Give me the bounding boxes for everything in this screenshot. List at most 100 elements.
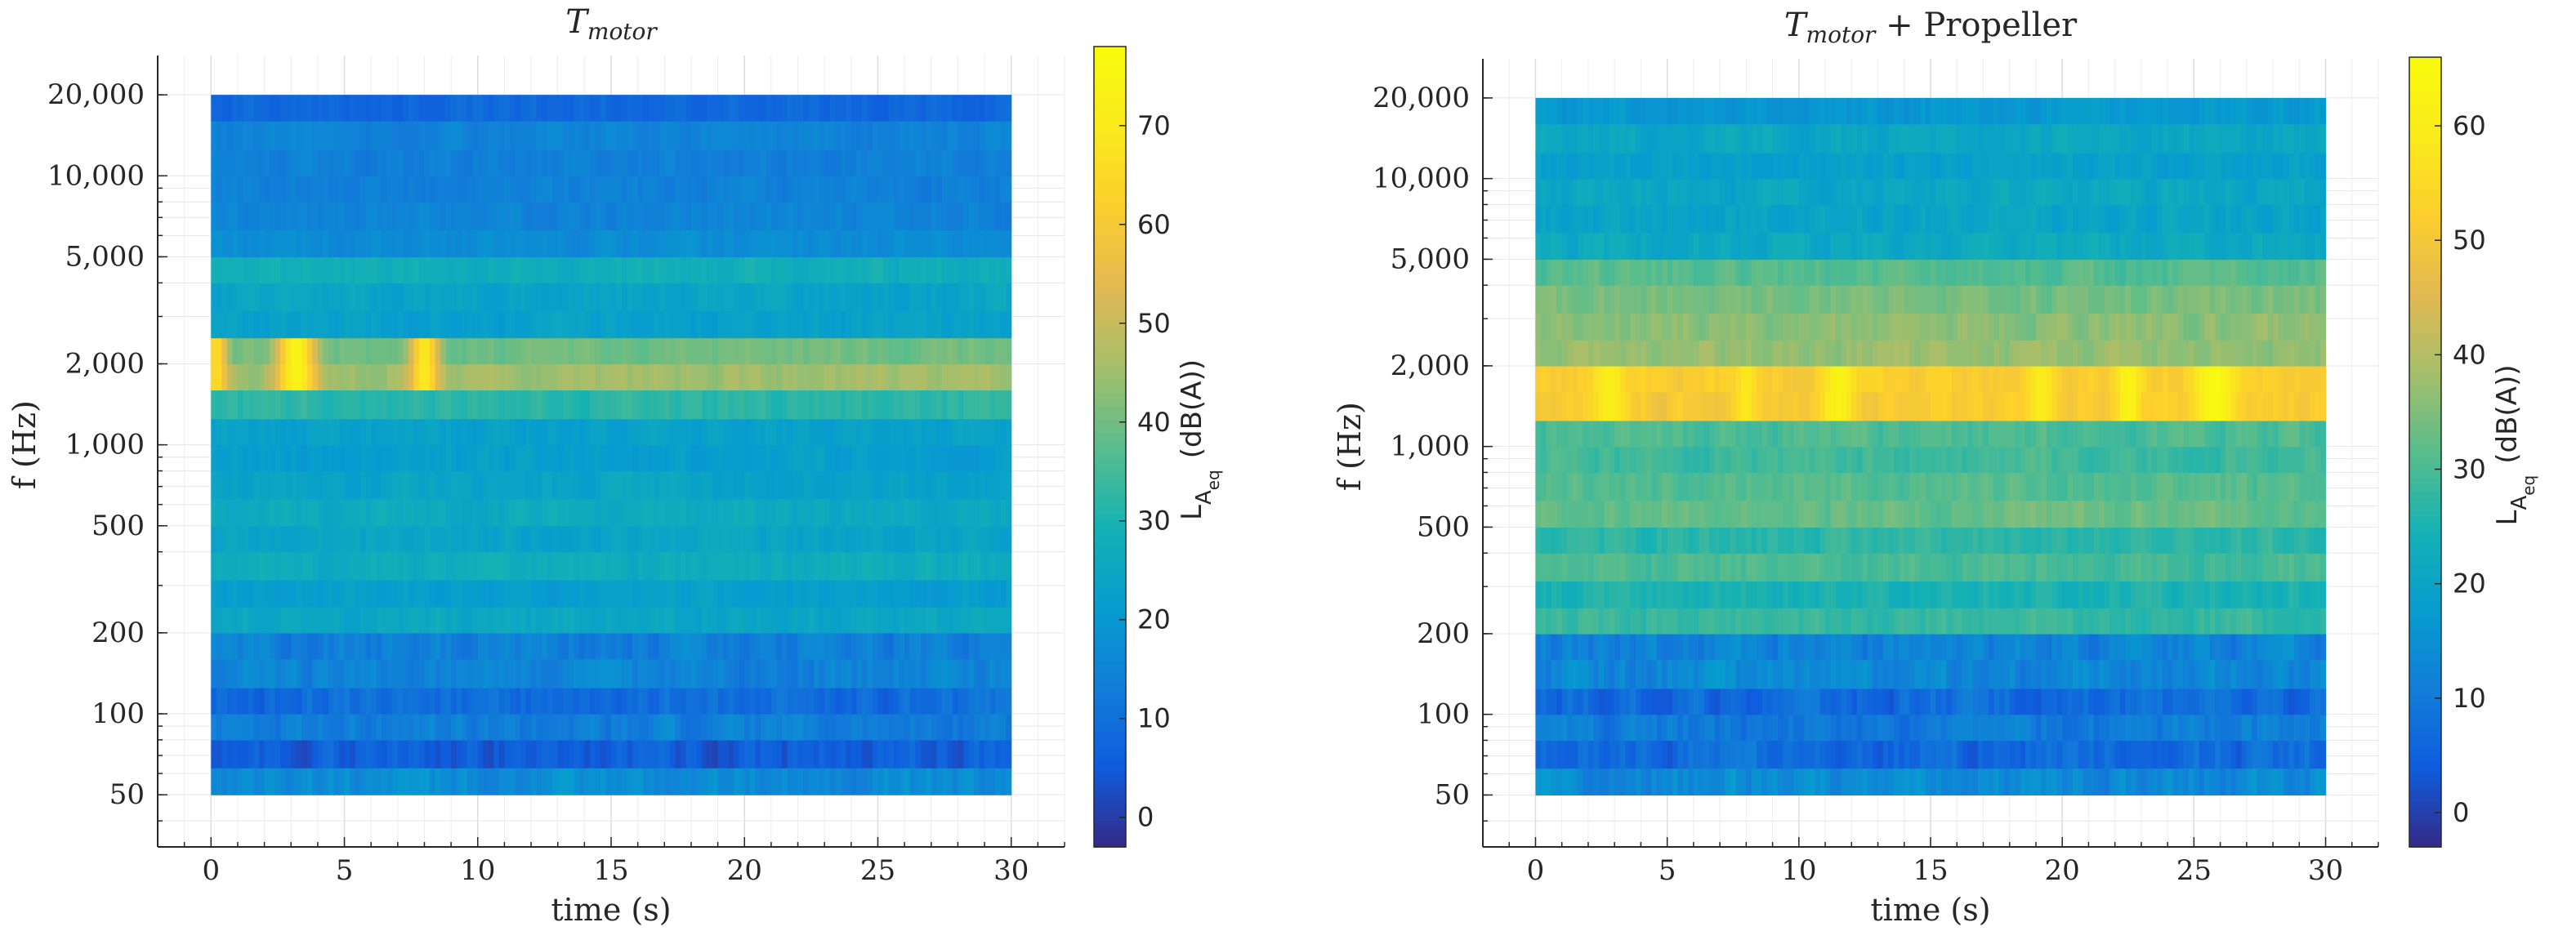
spectrogram-cell: [1000, 768, 1007, 795]
spectrogram-cell: [386, 256, 393, 283]
spectrogram-cell: [2215, 740, 2221, 769]
spectrogram-cell: [237, 498, 244, 527]
spectrogram-cell: [333, 337, 340, 365]
spectrogram-cell: [675, 390, 681, 420]
spectrogram-cell: [472, 444, 479, 472]
spectrogram-cell: [888, 176, 895, 203]
spectrogram-cell: [2172, 688, 2179, 715]
spectrogram-cell: [312, 606, 319, 634]
spectrogram-cell: [285, 658, 292, 688]
spectrogram-cell: [563, 229, 569, 258]
spectrogram-cell: [611, 229, 618, 258]
spectrogram-cell: [376, 390, 382, 420]
spectrogram-cell: [301, 470, 308, 500]
spectrogram-cell: [829, 229, 836, 258]
spectrogram-cell: [2162, 714, 2168, 742]
spectrogram-cell: [333, 121, 340, 150]
spectrogram-cell: [557, 768, 564, 795]
spectrogram-cell: [1851, 768, 1858, 796]
spectrogram-cell: [717, 390, 724, 420]
spectrogram-cell: [504, 658, 511, 688]
spectrogram-cell: [904, 768, 911, 795]
spectrogram-cell: [669, 470, 676, 500]
spectrogram-cell: [317, 121, 324, 150]
spectrogram-cell: [216, 632, 222, 660]
spectrogram-cell: [418, 95, 426, 122]
spectrogram-cell: [1751, 688, 1757, 715]
spectrogram-cell: [1767, 688, 1774, 715]
spectrogram-cell: [531, 149, 538, 176]
spectrogram-cell: [216, 606, 222, 634]
spectrogram-cell: [622, 606, 628, 634]
spectrogram-cell: [616, 176, 623, 203]
spectrogram-cell: [1609, 659, 1615, 689]
spectrogram-cell: [690, 121, 698, 150]
spectrogram-cell: [814, 95, 820, 122]
spectrogram-cell: [430, 95, 436, 122]
spectrogram-cell: [1619, 659, 1626, 689]
spectrogram-cell: [456, 525, 462, 553]
spectrogram-cell: [2041, 714, 2047, 742]
spectrogram-cell: [280, 444, 287, 472]
spectrogram-cell: [696, 390, 703, 420]
spectrogram-cell: [819, 418, 825, 446]
spectrogram-cell: [595, 525, 601, 553]
spectrogram-cell: [493, 418, 500, 446]
spectrogram-cell: [504, 688, 511, 715]
spectrogram-cell: [232, 390, 239, 420]
spectrogram-cell: [797, 256, 804, 283]
spectrogram-cell: [904, 418, 911, 446]
colorbar-tick-label: 60: [1137, 209, 1171, 240]
spectrogram-cell: [270, 310, 276, 339]
spectrogram-cell: [339, 768, 346, 795]
spectrogram-cell: [317, 229, 324, 258]
spectrogram-cell: [306, 310, 313, 339]
spectrogram-cell: [749, 739, 756, 769]
spectrogram-cell: [2273, 740, 2279, 769]
spectrogram-cell: [2130, 714, 2137, 742]
spectrogram-cell: [1798, 659, 1805, 689]
spectrogram-cell: [360, 739, 367, 769]
spectrogram-cell: [739, 256, 745, 283]
spectrogram-cell: [547, 363, 553, 391]
spectrogram-cell: [574, 444, 580, 472]
spectrogram-cell: [787, 176, 793, 203]
spectrogram-cell: [637, 739, 644, 769]
spectrogram-cell: [552, 229, 559, 258]
spectrogram-cell: [365, 606, 372, 634]
spectrogram-cell: [781, 606, 788, 634]
spectrogram-cell: [1998, 659, 2005, 689]
spectrogram-cell: [931, 418, 937, 446]
spectrogram-cell: [306, 470, 313, 500]
spectrogram-cell: [675, 176, 681, 203]
spectrogram-cell: [850, 606, 857, 634]
spectrogram-cell: [477, 390, 484, 420]
colorbar-segment: [1094, 260, 1126, 268]
spectrogram-cell: [386, 632, 393, 660]
spectrogram-cell: [418, 739, 426, 769]
spectrogram-cell: [323, 390, 329, 420]
spectrogram-cell: [542, 363, 548, 391]
spectrogram-cell: [301, 498, 308, 527]
spectrogram-cell: [397, 444, 404, 472]
spectrogram-cell: [1006, 470, 1012, 500]
spectrogram-cell: [328, 121, 335, 150]
spectrogram-cell: [968, 256, 975, 283]
spectrogram-cell: [232, 525, 239, 553]
spectrogram-cell: [397, 337, 404, 365]
spectrogram-cell: [413, 470, 420, 500]
spectrogram-cell: [568, 739, 574, 769]
spectrogram-cell: [504, 95, 511, 122]
spectrogram-cell: [1993, 659, 2000, 689]
spectrogram-cell: [360, 632, 367, 660]
spectrogram-cell: [312, 149, 319, 176]
spectrogram-cell: [498, 283, 506, 312]
spectrogram-cell: [616, 149, 623, 176]
spectrogram-cell: [829, 606, 836, 634]
spectrogram-cell: [659, 310, 665, 339]
spectrogram-cell: [685, 176, 692, 203]
spectrogram-cell: [589, 418, 596, 446]
spectrogram-cell: [829, 283, 836, 312]
spectrogram-cell: [888, 632, 895, 660]
spectrogram-cell: [920, 418, 926, 446]
